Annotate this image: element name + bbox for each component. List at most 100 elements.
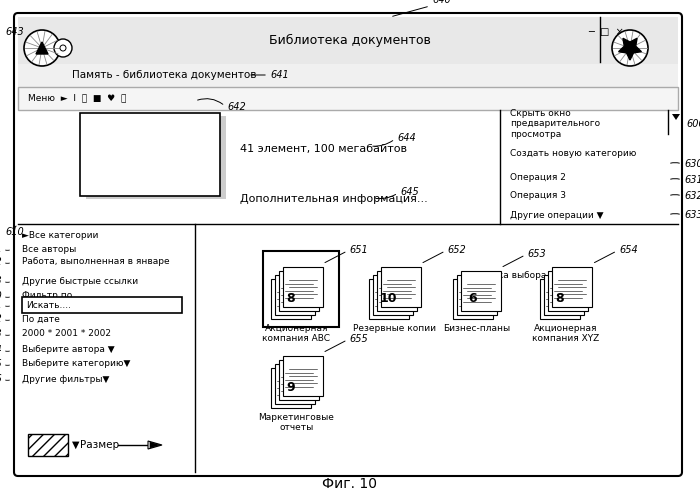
Text: Операция 2: Операция 2 — [510, 173, 566, 182]
Text: ▼: ▼ — [72, 440, 80, 450]
Text: 643: 643 — [5, 27, 24, 37]
Text: Маркетинговые
отчеты: Маркетинговые отчеты — [258, 413, 335, 432]
Bar — [270, 279, 311, 319]
Bar — [28, 434, 68, 456]
Text: 652: 652 — [447, 245, 466, 255]
Text: 620: 620 — [0, 291, 2, 301]
Bar — [80, 113, 220, 196]
Text: Искать....: Искать.... — [26, 300, 71, 310]
Bar — [456, 275, 496, 315]
Text: Скрыть окно
предварительного
просмотра: Скрыть окно предварительного просмотра — [510, 109, 600, 139]
Text: Операция 3: Операция 3 — [510, 192, 566, 201]
Text: 610: 610 — [5, 227, 24, 237]
Bar — [283, 267, 323, 307]
Text: 625: 625 — [0, 359, 2, 369]
Text: 613: 613 — [0, 276, 2, 286]
Bar — [377, 271, 416, 311]
Text: 655: 655 — [349, 334, 368, 344]
Bar — [274, 364, 314, 404]
Bar — [368, 279, 409, 319]
Bar — [86, 116, 226, 199]
Text: 654: 654 — [619, 245, 638, 255]
Polygon shape — [619, 39, 641, 60]
Text: Рамка выбора (РВ): Рамка выбора (РВ) — [480, 272, 568, 281]
Text: 8: 8 — [556, 292, 564, 305]
Text: ─  □  ×: ─ □ × — [588, 27, 624, 37]
Text: 2000 * 2001 * 2002: 2000 * 2001 * 2002 — [22, 329, 111, 338]
Bar — [274, 275, 314, 315]
Text: Создать новую категорию: Создать новую категорию — [510, 150, 636, 159]
Bar — [279, 360, 318, 400]
Bar — [548, 271, 588, 311]
Bar — [283, 356, 323, 396]
Text: Все авторы: Все авторы — [22, 245, 76, 253]
Text: 641: 641 — [270, 70, 288, 80]
Text: 642: 642 — [227, 102, 246, 112]
Text: Работа, выполненная в январе: Работа, выполненная в январе — [22, 257, 169, 266]
Text: 632: 632 — [684, 191, 700, 201]
Bar — [544, 275, 584, 315]
Bar — [461, 271, 500, 311]
Text: Фильтр по: Фильтр по — [22, 291, 72, 300]
Bar — [381, 267, 421, 307]
Bar — [18, 87, 678, 110]
Polygon shape — [148, 441, 162, 449]
Text: 6: 6 — [468, 292, 477, 305]
Text: 611: 611 — [0, 244, 2, 254]
Text: 622: 622 — [0, 314, 2, 324]
Text: Резервные копии: Резервные копии — [353, 324, 436, 333]
Text: Библиотека документов: Библиотека документов — [269, 34, 431, 46]
Text: 640: 640 — [432, 0, 451, 5]
Bar — [262, 251, 339, 327]
Text: 626: 626 — [0, 374, 2, 384]
Text: Память - библиотека документов: Память - библиотека документов — [72, 70, 256, 80]
Bar — [372, 275, 412, 315]
Text: 633: 633 — [684, 210, 700, 220]
Polygon shape — [150, 442, 160, 448]
Bar — [18, 64, 678, 87]
Polygon shape — [672, 114, 680, 120]
Circle shape — [24, 30, 60, 66]
Text: 8: 8 — [286, 292, 295, 305]
Text: ►Все категории: ►Все категории — [22, 232, 99, 241]
Text: Выберите категорию▼: Выберите категорию▼ — [22, 360, 130, 369]
Text: 651: 651 — [349, 245, 368, 255]
Bar — [270, 368, 311, 408]
Text: 631: 631 — [684, 175, 700, 185]
Text: Размер: Размер — [80, 440, 119, 450]
Text: 630: 630 — [684, 159, 700, 169]
Text: Другие быстрые ссылки: Другие быстрые ссылки — [22, 277, 138, 286]
Bar — [540, 279, 580, 319]
Text: 645: 645 — [400, 187, 419, 197]
Text: Выберите автора ▼: Выберите автора ▼ — [22, 345, 115, 355]
Text: 621: 621 — [0, 300, 2, 310]
Circle shape — [54, 39, 72, 57]
Text: Бизнес-планы: Бизнес-планы — [443, 324, 510, 333]
Circle shape — [60, 45, 66, 51]
Bar — [22, 297, 182, 313]
Text: Акционерная
компания ABC: Акционерная компания ABC — [262, 324, 330, 343]
Text: Другие фильтры▼: Другие фильтры▼ — [22, 374, 109, 383]
Text: 10: 10 — [380, 292, 398, 305]
Bar — [18, 17, 678, 64]
Text: По дате: По дате — [22, 315, 60, 324]
Text: 624: 624 — [0, 345, 2, 355]
Text: Акционерная
компания XYZ: Акционерная компания XYZ — [533, 324, 600, 343]
Text: 653: 653 — [528, 249, 546, 259]
Text: 600: 600 — [686, 119, 700, 129]
Text: 623: 623 — [0, 329, 2, 339]
Text: 9: 9 — [286, 381, 295, 394]
Bar — [552, 267, 592, 307]
Text: Меню  ►  I  🔒  ■  ♥  🌐: Меню ► I 🔒 ■ ♥ 🌐 — [28, 93, 127, 102]
Polygon shape — [36, 42, 48, 54]
Text: Другие операции ▼: Другие операции ▼ — [510, 210, 603, 219]
FancyBboxPatch shape — [14, 13, 682, 476]
Text: 41 элемент, 100 мегабайтов: 41 элемент, 100 мегабайтов — [240, 144, 407, 154]
Text: Дополнительная информация...: Дополнительная информация... — [240, 194, 428, 204]
Circle shape — [612, 30, 648, 66]
Text: Фиг. 10: Фиг. 10 — [323, 477, 377, 491]
Text: 644: 644 — [397, 133, 416, 143]
Text: 612: 612 — [0, 257, 2, 267]
Bar — [279, 271, 318, 311]
Bar — [452, 279, 493, 319]
